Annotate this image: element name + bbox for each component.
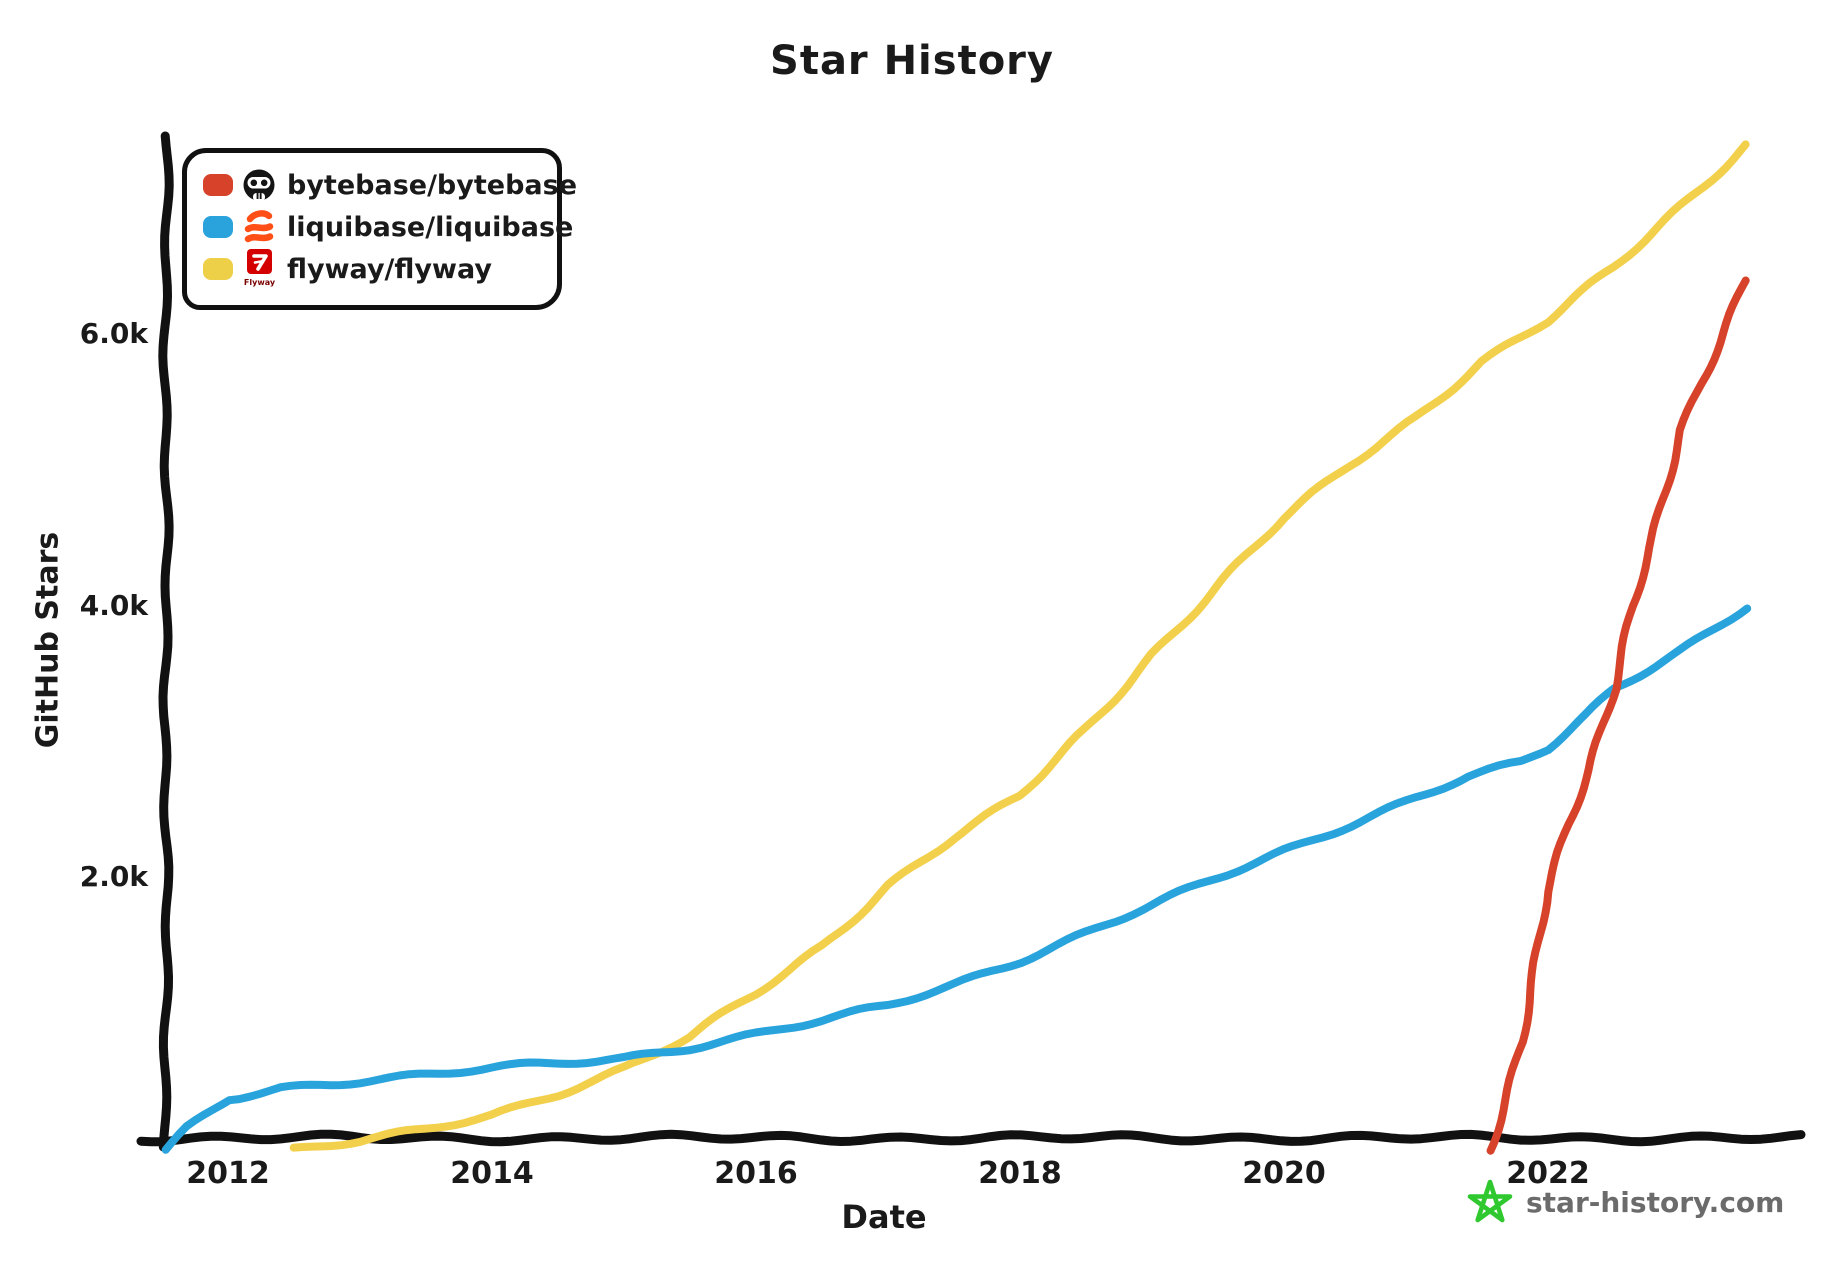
series-line-bytebase-bytebase [1486,276,1750,1155]
x-tick-label: 2016 [714,1156,798,1191]
bytebase-logo-icon [241,165,277,205]
x-tick-label: 2018 [978,1156,1062,1191]
x-tick-label: 2020 [1242,1156,1326,1191]
legend-label-bytebase: bytebase/bytebase [287,169,578,201]
flyway-color-swatch [203,258,233,280]
watermark-link[interactable]: star-history.com [1466,1178,1784,1226]
legend-item-liquibase: liquibase/liquibase [203,207,573,247]
y-axis-title: GitHub Stars [30,531,66,749]
chart-title: Star History [770,38,1054,84]
legend-label-flyway: flyway/flyway [287,253,492,285]
x-axis-line [136,1129,1806,1147]
watermark-text: star-history.com [1526,1185,1785,1219]
bytebase-color-swatch [203,174,233,196]
svg-text:Flyway: Flyway [244,278,276,287]
x-tick-label: 2022 [1506,1156,1590,1191]
x-tick-label: 2012 [186,1156,270,1191]
y-tick-label: 6.0k [79,316,148,350]
y-axis-line [158,131,174,1152]
legend-item-flyway: Flyway flyway/flyway [203,249,549,289]
star-icon [1466,1178,1514,1226]
legend-label-liquibase: liquibase/liquibase [287,211,574,243]
x-tick-label: 2014 [450,1156,534,1191]
legend-item-bytebase: bytebase/bytebase [203,165,577,205]
y-tick-label: 4.0k [79,588,148,622]
liquibase-color-swatch [203,216,233,238]
liquibase-logo-icon [241,207,277,247]
series-line-liquibase-liquibase [161,604,1752,1154]
x-axis-title: Date [841,1198,927,1236]
series-line-flyway-flyway [289,140,1750,1152]
legend-box: bytebase/bytebase liquibase/liquibase Fl… [182,148,577,310]
flyway-logo-icon: Flyway [241,249,277,289]
y-tick-label: 2.0k [79,859,148,893]
